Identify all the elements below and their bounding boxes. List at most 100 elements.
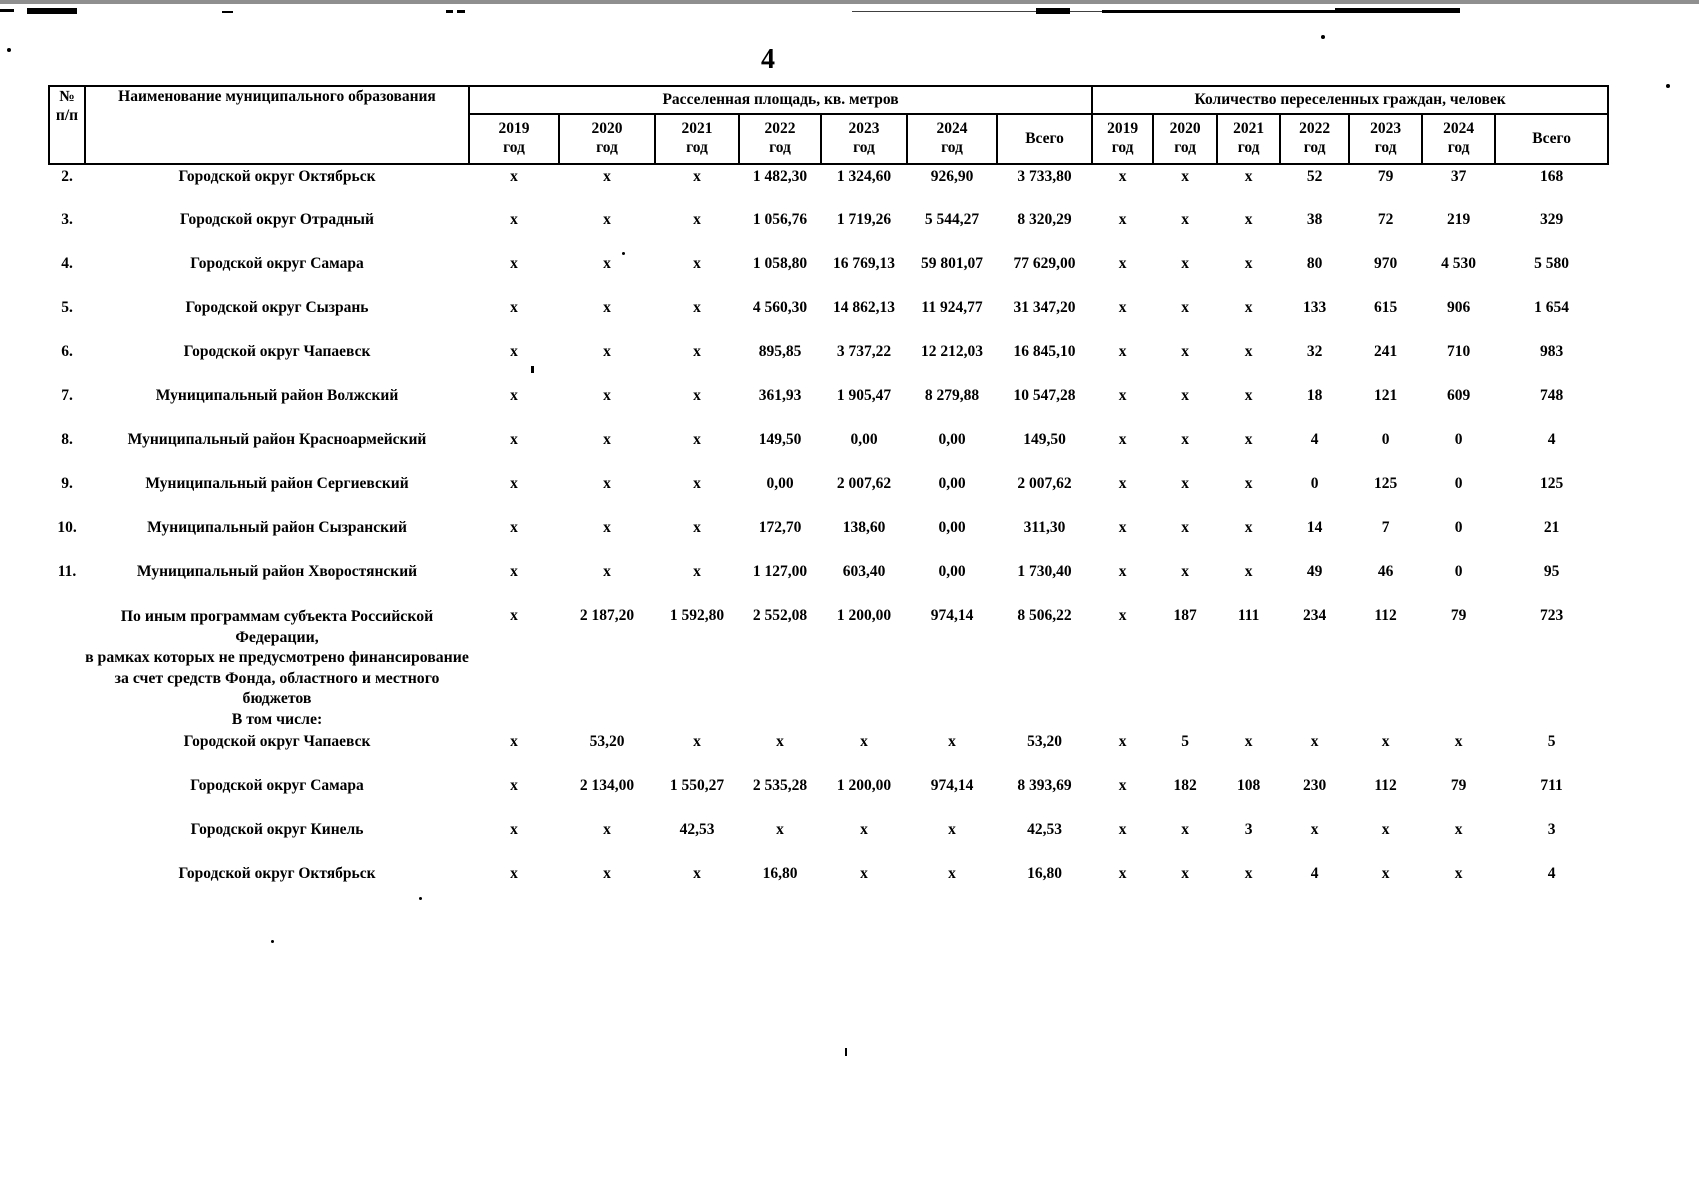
col-group-citizens: Количество переселенных граждан, человек xyxy=(1091,85,1610,115)
value-cell: x xyxy=(510,475,518,492)
value-cell: 2 007,62 xyxy=(1017,475,1072,492)
municipality-name: Муниципальный район Сызранский xyxy=(147,519,407,536)
value-cell: x xyxy=(603,387,611,404)
value-cell: x xyxy=(1181,343,1189,360)
value-cell: 149,50 xyxy=(1023,431,1066,448)
value-cell: x xyxy=(1118,777,1127,794)
value-cell: 219 xyxy=(1446,211,1471,228)
scan-artifact xyxy=(1102,10,1335,13)
value-cell: 125 xyxy=(1373,475,1398,492)
value-cell: 80 xyxy=(1306,255,1323,272)
value-cell: 149,50 xyxy=(758,431,802,448)
value-cell: 926,90 xyxy=(930,168,974,185)
table-row: 3. Городской округ Отрадный x x x 1 056,… xyxy=(49,208,1608,252)
value-cell: 12 212,03 xyxy=(921,343,983,360)
value-cell: x xyxy=(693,563,701,580)
value-cell: x xyxy=(1244,387,1253,404)
value-cell: x xyxy=(603,299,611,316)
table-body: 2. Городской округ Октябрьск x x x 1 482… xyxy=(49,164,1608,906)
page-number: 4 xyxy=(761,44,775,75)
value-cell: x xyxy=(1118,607,1127,624)
value-cell: x xyxy=(1381,865,1390,882)
value-cell: 0 xyxy=(1381,431,1390,448)
row-number: 7. xyxy=(61,387,73,404)
value-cell: x xyxy=(510,431,518,448)
scan-artifact xyxy=(457,10,465,13)
value-cell: x xyxy=(1454,865,1463,882)
table-row: Городской округ Октябрьск x x x 16,80 x … xyxy=(49,862,1608,906)
value-cell: 361,93 xyxy=(758,387,802,404)
value-cell: 7 xyxy=(1381,519,1390,536)
value-cell: x xyxy=(1244,519,1253,536)
value-cell: x xyxy=(1181,211,1189,228)
scan-artifact xyxy=(1036,8,1070,14)
table-row: Городской округ Чапаевск x 53,20 x x x x… xyxy=(49,730,1608,774)
row-number: 8. xyxy=(61,431,73,448)
col-header-year: Всего xyxy=(995,113,1094,165)
col-header-year: 2019 год xyxy=(1091,113,1155,165)
table-row: По иным программам субъекта Российской Ф… xyxy=(49,604,1608,730)
value-cell: x xyxy=(860,821,868,838)
value-cell: 230 xyxy=(1302,777,1327,794)
scan-artifact xyxy=(531,366,534,373)
municipality-name: Городской округ Кинель xyxy=(190,821,364,838)
value-cell: 3 xyxy=(1547,821,1556,838)
col-header-year: 2023 год xyxy=(820,113,908,165)
row-number xyxy=(49,730,85,774)
municipality-name: Городской округ Самара xyxy=(190,777,364,794)
value-cell: 0 xyxy=(1454,563,1463,580)
value-cell: 168 xyxy=(1539,168,1564,185)
value-cell: x xyxy=(510,343,518,360)
value-cell: 2 007,62 xyxy=(836,475,892,492)
municipality-name: Городской округ Октябрьск xyxy=(178,168,376,185)
value-cell: x xyxy=(693,211,701,228)
value-cell: 16,80 xyxy=(1027,865,1062,882)
table-row: 4. Городской округ Самара x x x 1 058,80… xyxy=(49,252,1608,296)
value-cell: x xyxy=(1181,299,1189,316)
value-cell: 1 719,26 xyxy=(836,211,892,228)
value-cell: x xyxy=(1181,563,1189,580)
value-cell: 906 xyxy=(1446,299,1471,316)
value-cell: x xyxy=(1244,299,1253,316)
row-number: 9. xyxy=(61,475,73,492)
value-cell: 1 482,30 xyxy=(752,168,808,185)
row-number: 10. xyxy=(57,519,77,536)
value-cell: x xyxy=(1244,343,1253,360)
municipality-name: Городской округ Октябрьск xyxy=(178,865,376,882)
scan-artifact xyxy=(419,897,422,900)
value-cell: x xyxy=(1118,519,1127,536)
row-number: 3. xyxy=(61,211,73,228)
value-cell: 4 560,30 xyxy=(752,299,808,316)
row-number: 5. xyxy=(61,299,73,316)
value-cell: x xyxy=(693,387,701,404)
value-cell: 79 xyxy=(1450,607,1467,624)
value-cell: x xyxy=(1118,299,1127,316)
value-cell: x xyxy=(603,211,611,228)
col-header-year: 2023 год xyxy=(1348,113,1424,165)
value-cell: 0,00 xyxy=(766,475,794,492)
scan-artifact xyxy=(1666,84,1670,88)
value-cell: x xyxy=(776,821,784,838)
value-cell: 1 058,80 xyxy=(752,255,808,272)
scan-artifact xyxy=(222,11,233,13)
value-cell: 3 xyxy=(1244,821,1253,838)
value-cell: x xyxy=(693,343,701,360)
value-cell: x xyxy=(860,733,868,750)
value-cell: x xyxy=(1244,431,1253,448)
scan-artifact xyxy=(622,252,625,255)
value-cell: 72 xyxy=(1377,211,1394,228)
value-cell: x xyxy=(1181,255,1189,272)
value-cell: 3 733,80 xyxy=(1017,168,1072,185)
municipality-name: Городской округ Самара xyxy=(190,255,364,272)
scan-artifact xyxy=(845,1048,847,1056)
value-cell: 983 xyxy=(1539,343,1564,360)
col-header-year: 2020 год xyxy=(558,113,656,165)
value-cell: 1 200,00 xyxy=(836,777,892,794)
value-cell: 974,14 xyxy=(930,607,974,624)
value-cell: 311,30 xyxy=(1023,519,1066,536)
municipality-name: Городской округ Отрадный xyxy=(180,211,374,228)
value-cell: 16 769,13 xyxy=(833,255,895,272)
row-number: 2. xyxy=(61,168,73,185)
value-cell: x xyxy=(693,168,701,185)
